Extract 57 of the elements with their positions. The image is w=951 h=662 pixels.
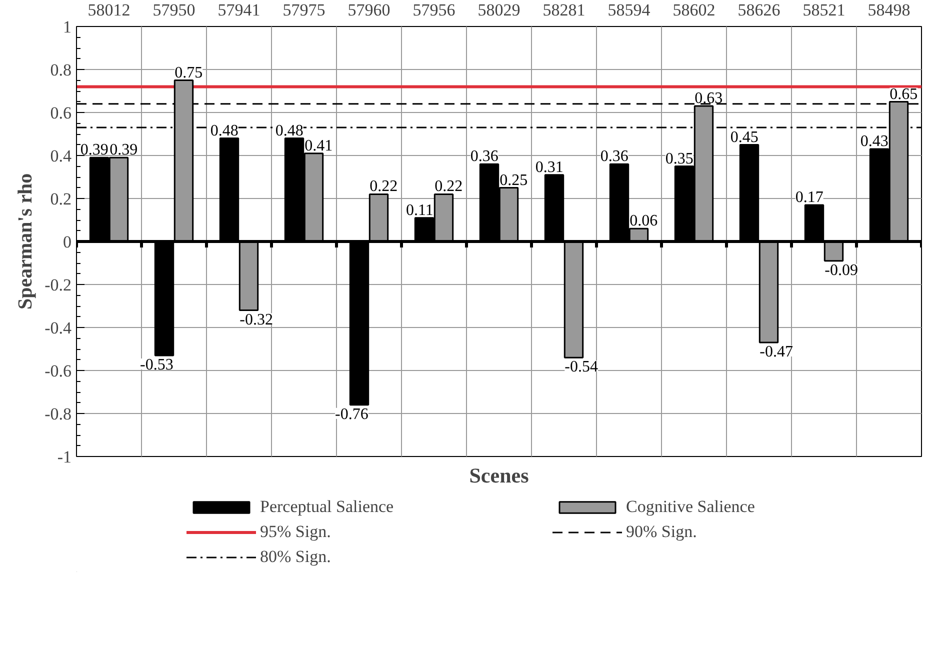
data-label: -0.09 xyxy=(824,262,858,279)
x-tick-label: 57956 xyxy=(412,0,456,20)
data-label: 0.41 xyxy=(304,137,333,154)
y-tick-label: -0.4 xyxy=(44,318,72,338)
data-label: 0.39 xyxy=(80,142,108,159)
data-label: -0.32 xyxy=(240,311,273,328)
y-tick-label: 0.6 xyxy=(50,104,72,122)
data-label: 0.17 xyxy=(795,188,824,206)
data-label: -0.53 xyxy=(140,356,174,374)
x-tick-label: 58626 xyxy=(738,0,780,20)
x-tick-label: 57950 xyxy=(152,0,196,20)
data-label: 0.36 xyxy=(600,148,628,166)
legend-label: Perceptual Salience xyxy=(260,497,395,517)
data-label: 0.22 xyxy=(434,178,463,196)
y-tick-label: 0 xyxy=(63,232,72,252)
y-tick-label: 0.8 xyxy=(50,60,72,80)
legend-label: 95% Sign. xyxy=(260,522,332,542)
y-tick-label: -0.2 xyxy=(44,276,72,294)
y-tick-label: 0.2 xyxy=(50,190,72,208)
x-tick-label: 58521 xyxy=(802,0,846,20)
data-label: 0.35 xyxy=(665,150,694,168)
data-label: 0.48 xyxy=(210,122,238,140)
x-tick-label: 58029 xyxy=(478,0,520,20)
x-tick-label: 58498 xyxy=(868,0,910,20)
y-tick-label: -1 xyxy=(57,448,72,466)
x-tick-label: 57941 xyxy=(218,0,260,20)
data-label: 0.25 xyxy=(500,172,528,189)
data-label: 0.06 xyxy=(630,212,658,230)
data-label: 0.75 xyxy=(174,64,203,82)
y-tick-label: -0.6 xyxy=(44,362,72,380)
data-label: 0.31 xyxy=(535,158,564,176)
y-tick-label: 1 xyxy=(63,18,72,36)
y-tick-label: -0.8 xyxy=(44,404,72,424)
data-label: 0.43 xyxy=(860,133,888,150)
data-label: 0.39 xyxy=(110,142,138,159)
y-axis-title: Spearman's rho xyxy=(14,173,37,310)
data-label: 0.48 xyxy=(275,122,304,140)
legend-label: Cognitive Salience xyxy=(626,497,756,517)
data-label: 0.11 xyxy=(406,202,434,219)
y-tick-label: 0.4 xyxy=(50,146,72,166)
legend-label: 90% Sign. xyxy=(626,522,698,542)
x-tick-label: 58281 xyxy=(542,0,586,20)
data-label: 0.45 xyxy=(730,128,758,146)
data-label: 0.36 xyxy=(470,148,498,166)
x-tick-label: 58012 xyxy=(88,0,130,20)
x-axis-title: Scenes xyxy=(469,464,529,488)
data-label: 0.22 xyxy=(370,178,398,196)
data-label: -0.47 xyxy=(760,344,793,361)
data-label: -0.76 xyxy=(335,406,368,423)
data-label: 0.63 xyxy=(694,90,723,108)
x-tick-label: 57975 xyxy=(282,0,326,20)
data-label: -0.54 xyxy=(564,358,598,376)
x-tick-label: 58594 xyxy=(608,0,651,20)
legend-label: 80% Sign. xyxy=(260,547,332,567)
x-tick-label: 58602 xyxy=(672,0,716,20)
x-tick-label: 57960 xyxy=(348,0,390,20)
data-label: 0.65 xyxy=(890,86,918,103)
